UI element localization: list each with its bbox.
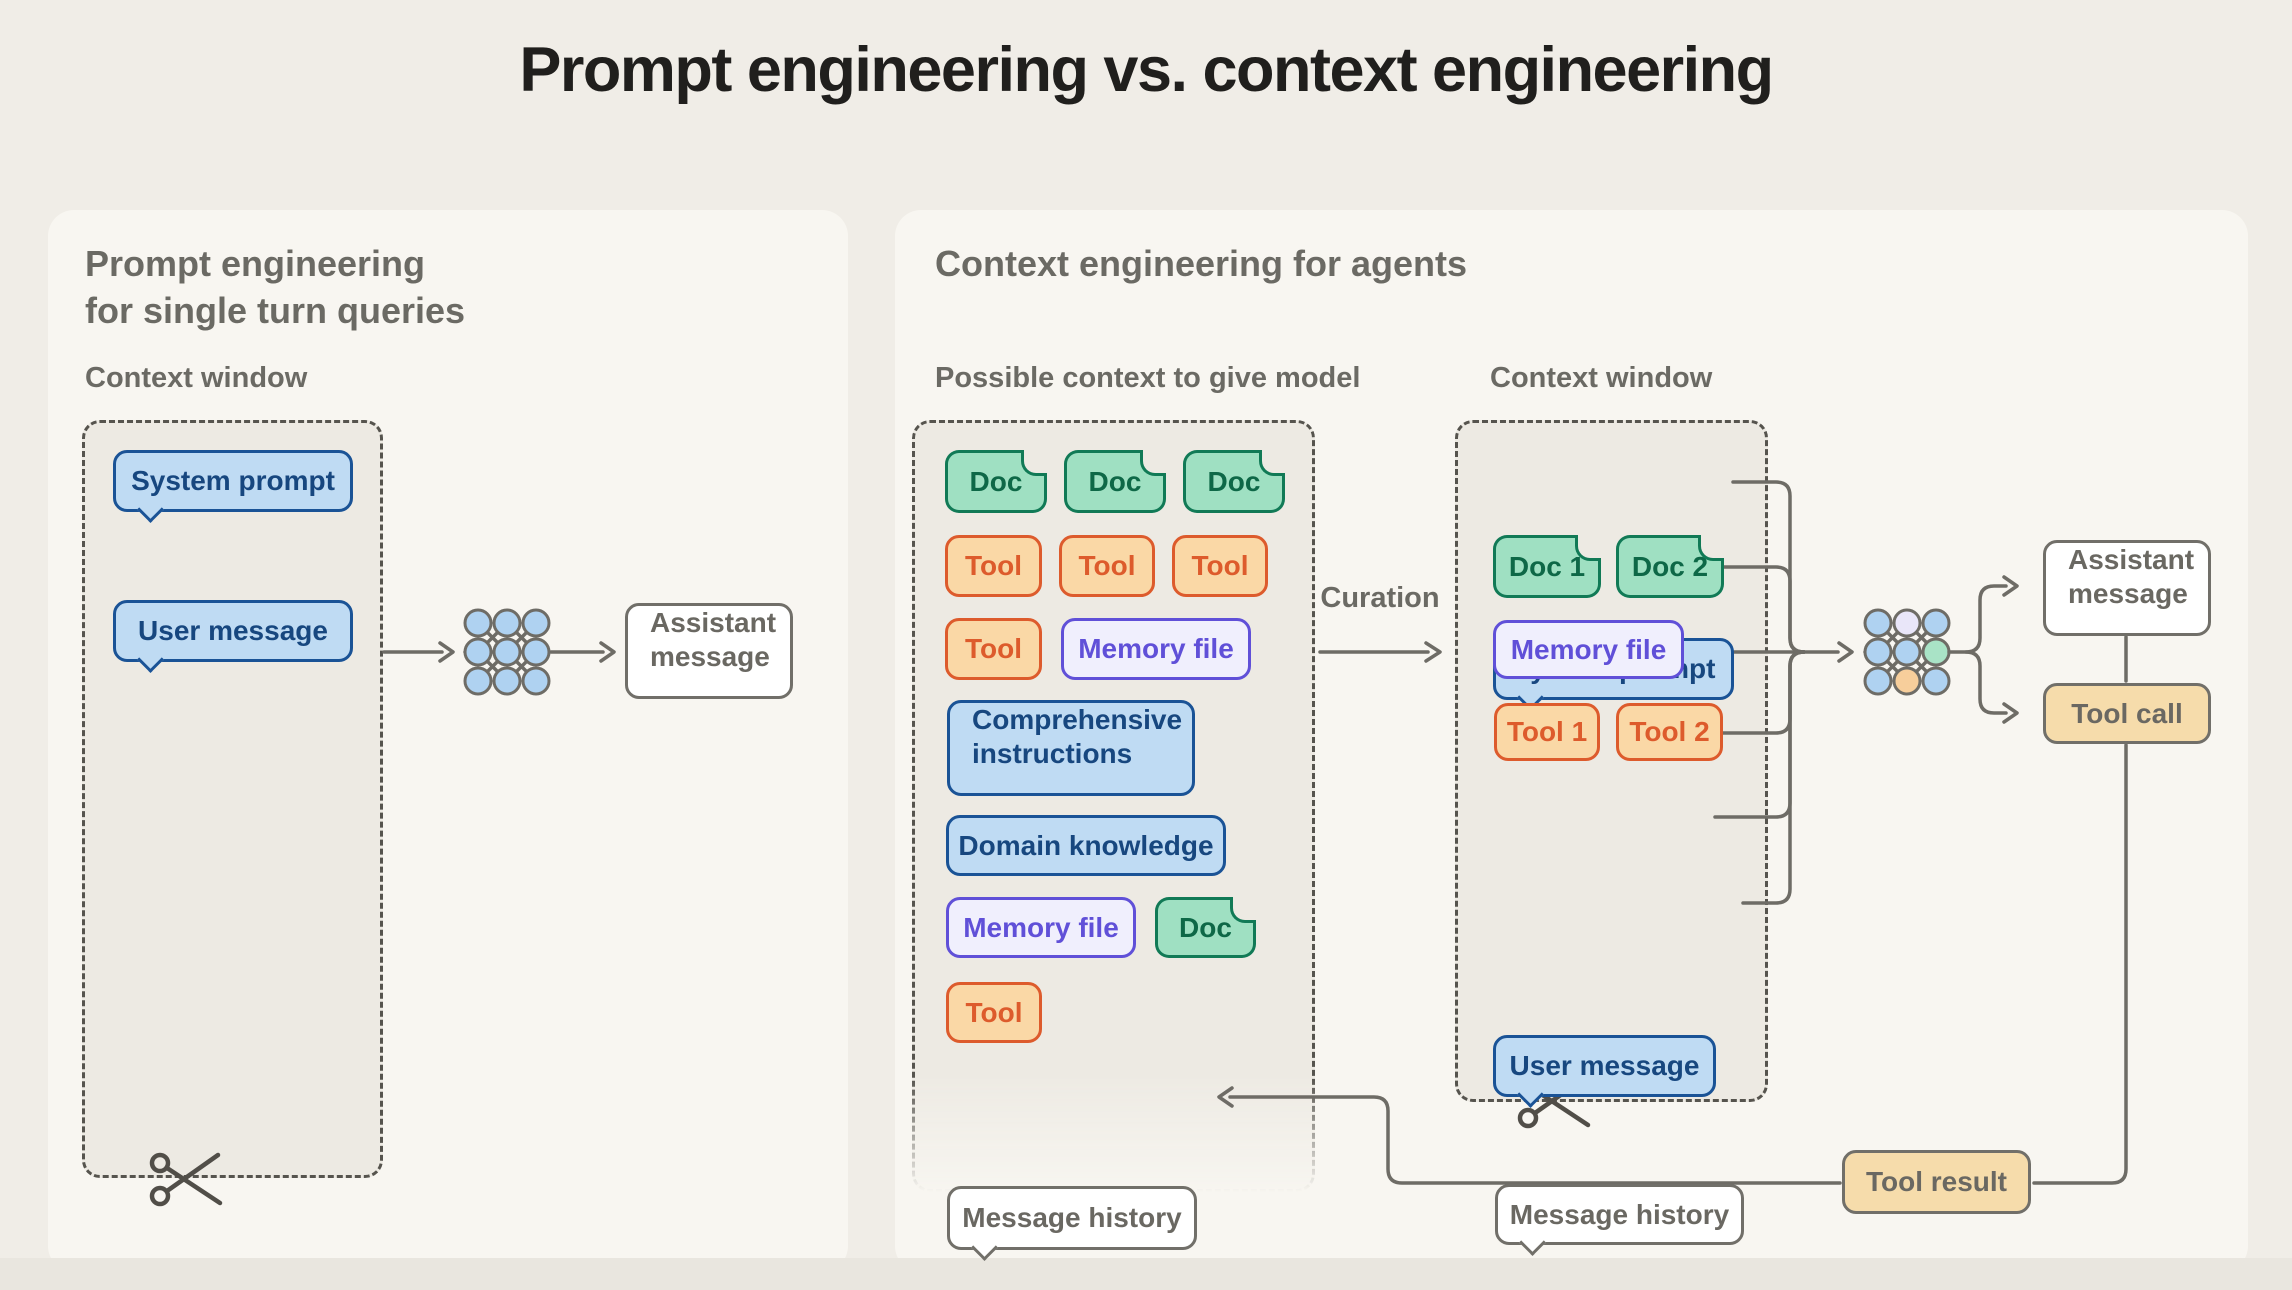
cw-message-history-bubble: Message history (1495, 1184, 1744, 1245)
memory-file-label: Memory file (1510, 633, 1667, 665)
doc-label: Doc (1088, 465, 1142, 497)
page-title: Prompt engineering vs. context engineeri… (519, 35, 1774, 105)
tool-label: Tool 1 (1506, 716, 1588, 747)
doc-label: Doc (1179, 911, 1232, 943)
doc-label: Doc 1 (1508, 550, 1586, 582)
assistant-message-line1: Assistant (650, 607, 777, 638)
doc-label: Doc (969, 465, 1023, 497)
cw-doc-1: Doc 1 (1493, 535, 1601, 598)
tool-call-box: Tool call (2043, 683, 2211, 744)
tool-label: Tool (1078, 550, 1136, 581)
left-context-window-label: Context window (85, 362, 308, 394)
tool-item-1: Tool (945, 535, 1042, 597)
tool-item-2: Tool (1059, 535, 1155, 597)
message-history-label: Message history (962, 1202, 1182, 1233)
right-assistant-message-box: Assistant message (2043, 540, 2211, 636)
comprehensive-line2: instructions (972, 738, 1133, 769)
left-context-window-box (82, 420, 383, 1178)
doc-item-1: Doc (945, 450, 1047, 513)
left-panel-heading-line1: Prompt engineering (85, 243, 426, 284)
tool-item-3: Tool (1172, 535, 1268, 597)
doc-item-2: Doc (1064, 450, 1166, 513)
tool-label: Tool (1191, 550, 1249, 581)
page-bottom-strip (0, 1258, 2292, 1290)
tool-label: Tool (965, 996, 1023, 1028)
tool-label: Tool (964, 550, 1022, 581)
assistant-message-line1: Assistant (2068, 544, 2195, 575)
doc-item-4: Doc (1155, 897, 1256, 958)
domain-knowledge-box: Domain knowledge (946, 815, 1226, 876)
possible-context-label: Possible context to give model (935, 362, 1361, 394)
assistant-message-line2: message (650, 641, 770, 672)
user-message-bubble: User message (113, 600, 353, 662)
comprehensive-instructions-box: Comprehensive instructions (947, 700, 1195, 796)
tool-item-5: Tool (946, 982, 1042, 1043)
right-panel-heading: Context engineering for agents (935, 243, 1468, 284)
left-assistant-message-box: Assistant message (625, 603, 793, 699)
cw-user-message-bubble: User message (1493, 1035, 1716, 1097)
assistant-message-line2: message (2068, 578, 2188, 609)
cw-tool-2: Tool 2 (1616, 703, 1723, 761)
right-context-window-box (1455, 420, 1768, 1102)
curation-label: Curation (1320, 582, 1440, 614)
tool-result-label: Tool result (1865, 1166, 2008, 1197)
doc-item-3: Doc (1183, 450, 1285, 513)
memory-file-item-2: Memory file (946, 897, 1136, 958)
doc-label: Doc (1207, 465, 1261, 497)
user-message-label: User message (1509, 1050, 1700, 1081)
domain-knowledge-label: Domain knowledge (958, 829, 1214, 861)
cw-memory-file: Memory file (1493, 620, 1684, 679)
left-panel-heading: Prompt engineering for single turn queri… (85, 240, 465, 334)
tool-label: Tool (964, 633, 1022, 664)
cw-tool-1: Tool 1 (1494, 703, 1600, 761)
memory-file-label: Memory file (1078, 633, 1234, 664)
tool-label: Tool 2 (1629, 716, 1710, 747)
tool-call-label: Tool call (2071, 697, 2183, 729)
comprehensive-line1: Comprehensive (972, 704, 1183, 735)
message-history-label: Message history (1509, 1198, 1730, 1230)
doc-label: Doc 2 (1631, 550, 1709, 582)
user-message-label: User message (138, 615, 328, 646)
tool-result-box: Tool result (1842, 1150, 2031, 1214)
memory-file-item-1: Memory file (1061, 618, 1251, 680)
cw-doc-2: Doc 2 (1616, 535, 1724, 598)
right-context-window-label: Context window (1490, 362, 1713, 394)
system-prompt-label: System prompt (131, 465, 335, 496)
system-prompt-bubble: System prompt (113, 450, 353, 512)
left-panel-heading-line2: for single turn queries (85, 290, 466, 331)
possible-message-history-bubble: Message history (947, 1186, 1197, 1250)
tool-item-4: Tool (945, 618, 1042, 680)
memory-file-label: Memory file (963, 911, 1119, 943)
